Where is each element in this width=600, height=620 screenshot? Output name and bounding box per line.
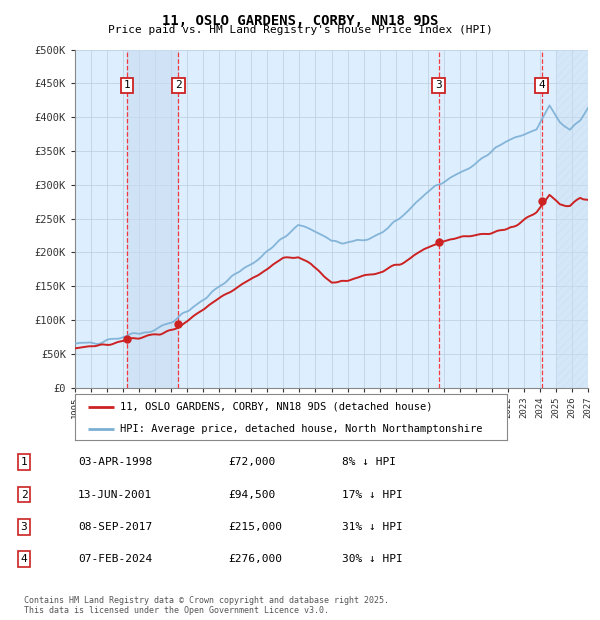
Text: 07-FEB-2024: 07-FEB-2024 bbox=[78, 554, 152, 564]
Text: 30% ↓ HPI: 30% ↓ HPI bbox=[342, 554, 403, 564]
Text: 2: 2 bbox=[20, 490, 28, 500]
Text: 1: 1 bbox=[124, 81, 130, 91]
Text: HPI: Average price, detached house, North Northamptonshire: HPI: Average price, detached house, Nort… bbox=[121, 423, 483, 433]
Text: 11, OSLO GARDENS, CORBY, NN18 9DS (detached house): 11, OSLO GARDENS, CORBY, NN18 9DS (detac… bbox=[121, 402, 433, 412]
Text: 3: 3 bbox=[435, 81, 442, 91]
Bar bbox=[127, 50, 178, 388]
Text: Contains HM Land Registry data © Crown copyright and database right 2025.
This d: Contains HM Land Registry data © Crown c… bbox=[24, 596, 389, 615]
Text: 31% ↓ HPI: 31% ↓ HPI bbox=[342, 522, 403, 532]
Text: 1: 1 bbox=[20, 458, 28, 467]
Text: 11, OSLO GARDENS, CORBY, NN18 9DS: 11, OSLO GARDENS, CORBY, NN18 9DS bbox=[162, 14, 438, 28]
Text: 17% ↓ HPI: 17% ↓ HPI bbox=[342, 490, 403, 500]
Text: 3: 3 bbox=[20, 522, 28, 532]
Text: £72,000: £72,000 bbox=[228, 458, 275, 467]
Text: £94,500: £94,500 bbox=[228, 490, 275, 500]
Text: 08-SEP-2017: 08-SEP-2017 bbox=[78, 522, 152, 532]
Text: 4: 4 bbox=[538, 81, 545, 91]
Text: 4: 4 bbox=[20, 554, 28, 564]
Text: £215,000: £215,000 bbox=[228, 522, 282, 532]
Text: 2: 2 bbox=[175, 81, 182, 91]
Text: 03-APR-1998: 03-APR-1998 bbox=[78, 458, 152, 467]
Text: Price paid vs. HM Land Registry's House Price Index (HPI): Price paid vs. HM Land Registry's House … bbox=[107, 25, 493, 35]
Text: 13-JUN-2001: 13-JUN-2001 bbox=[78, 490, 152, 500]
Bar bbox=[556, 50, 588, 388]
Text: £276,000: £276,000 bbox=[228, 554, 282, 564]
Text: 8% ↓ HPI: 8% ↓ HPI bbox=[342, 458, 396, 467]
